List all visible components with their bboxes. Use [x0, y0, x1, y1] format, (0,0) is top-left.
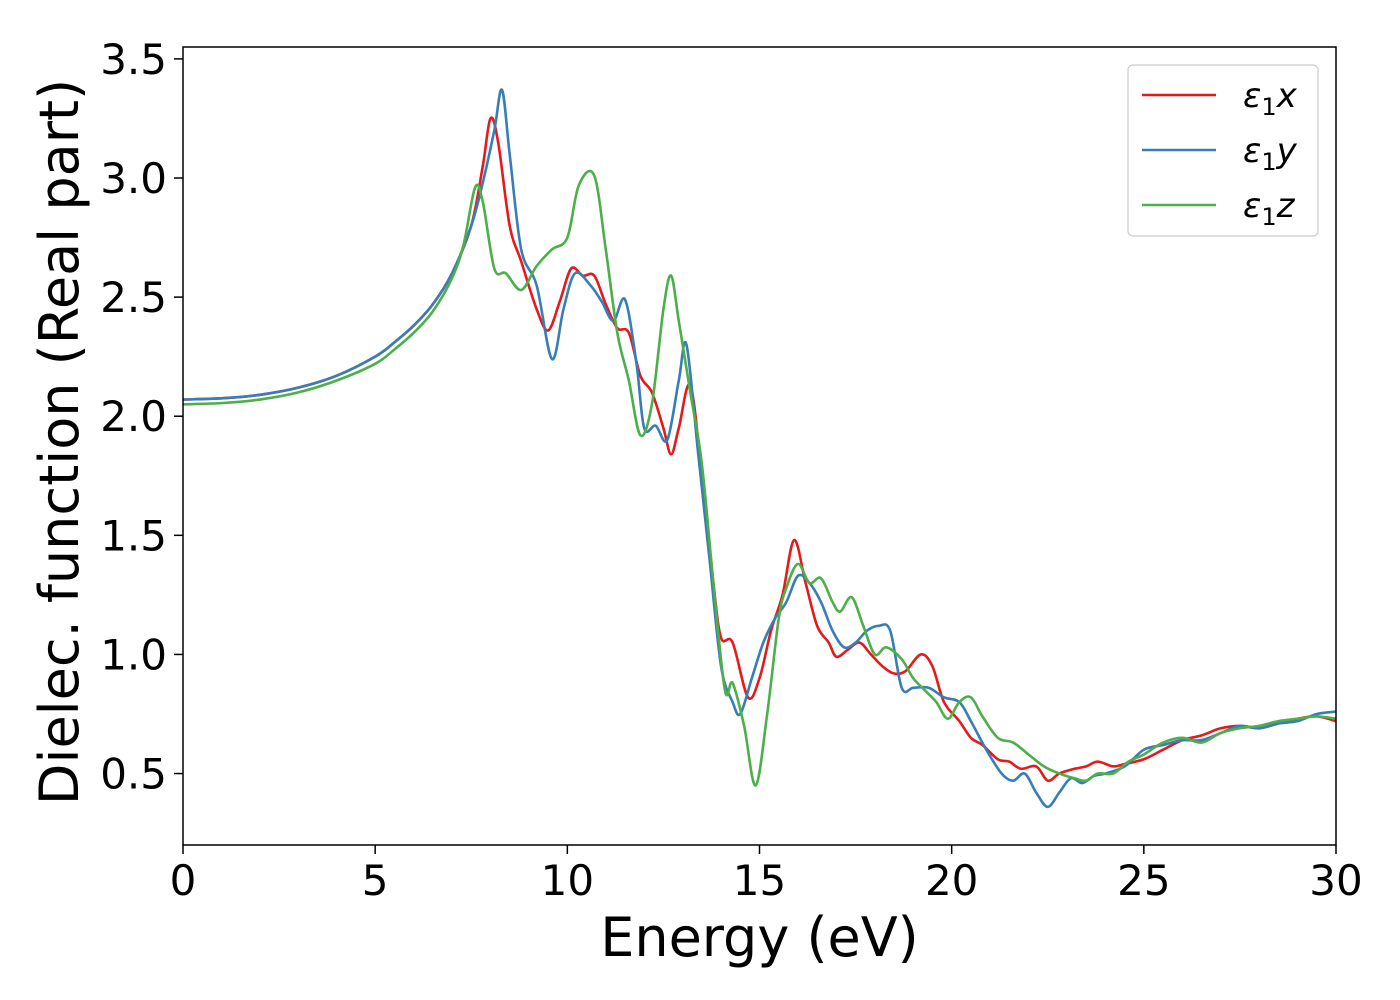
x-tick-label: 10	[541, 856, 594, 905]
series-lines	[183, 88, 1336, 809]
y-tick-label: 2.5	[100, 273, 167, 322]
x-tick-label: 5	[362, 856, 389, 905]
y-tick-label: 3.0	[100, 154, 167, 203]
series-line-3	[183, 169, 1336, 787]
x-tick-label: 0	[170, 856, 197, 905]
y-tick-label: 0.5	[100, 750, 167, 799]
y-tick-label: 1.5	[100, 511, 167, 560]
x-tick-label: 25	[1117, 856, 1170, 905]
y-tick-label: 1.0	[100, 630, 167, 679]
legend-label-1: ε1x	[1243, 76, 1298, 121]
legend-label-3: ε1z	[1243, 186, 1296, 231]
y-tick-label: 3.5	[100, 35, 167, 84]
x-tick-label: 20	[925, 856, 978, 905]
x-tick-label: 15	[733, 856, 786, 905]
legend-frame	[1127, 64, 1319, 237]
legend: ε1x ε1y ε1z	[1127, 64, 1319, 237]
y-axis: 0.5 1.0 1.5 2.0 2.5 3.0 3.5	[100, 35, 183, 799]
series-line-1	[183, 116, 1336, 783]
y-axis-title: Dielec. function (Real part)	[28, 79, 91, 805]
x-tick-label: 30	[1309, 856, 1362, 905]
x-axis-title: Energy (eV)	[600, 906, 919, 969]
legend-label-2: ε1y	[1243, 131, 1298, 176]
x-axis: 0 5 10 15 20 25 30	[170, 845, 1363, 905]
y-tick-label: 2.0	[100, 392, 167, 441]
